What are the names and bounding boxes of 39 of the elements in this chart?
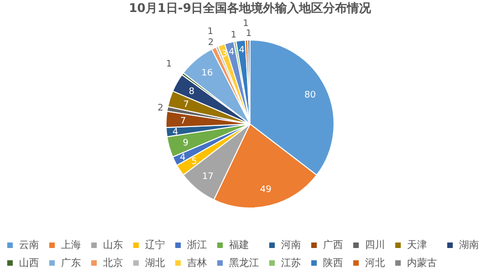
legend-label: 广东 [61, 257, 81, 269]
legend-label: 陕西 [323, 257, 343, 269]
data-label: 5 [191, 156, 197, 167]
data-label: 1 [230, 30, 237, 40]
legend-label: 湖南 [459, 239, 479, 252]
legend-label: 上海 [61, 239, 81, 252]
data-label: 4 [228, 47, 235, 58]
legend-label: 湖北 [145, 257, 165, 269]
legend-label: 浙江 [187, 239, 207, 252]
data-label: 9 [182, 138, 189, 148]
data-label: 1 [246, 29, 252, 40]
legend-label: 广西 [323, 239, 343, 252]
legend-label: 吉林 [187, 257, 207, 269]
data-label: 2 [208, 38, 214, 48]
legend-label: 江苏 [281, 257, 301, 269]
data-label: 1 [166, 60, 172, 70]
data-label: 3 [222, 49, 228, 60]
legend-label: 河北 [365, 257, 385, 269]
data-label: 1 [208, 27, 214, 38]
legend-label: 山东 [103, 239, 123, 252]
data-label: 4 [172, 127, 178, 138]
legend-label: 北京 [103, 257, 123, 269]
legend-label: 天津 [407, 239, 427, 252]
legend-label: 辽宁 [145, 239, 165, 252]
data-label: 17 [202, 172, 214, 182]
data-label: 2 [158, 104, 164, 114]
data-label: 4 [238, 45, 245, 56]
data-label: 80 [304, 90, 316, 100]
legend-label: 云南 [19, 239, 39, 252]
data-label: 49 [260, 185, 272, 196]
legend-label: 内蒙古 [407, 257, 437, 269]
legend-label: 山西 [19, 257, 39, 269]
data-label: 1 [242, 19, 249, 30]
chart-title: 10月1日-9日全国各地境外输入地区分布情况 [128, 1, 372, 16]
legend-label: 黑龙江 [229, 257, 259, 269]
legend-label: 四川 [365, 239, 385, 252]
legend-label: 福建 [229, 239, 249, 252]
legend-label: 河南 [281, 239, 301, 252]
data-label: 4 [180, 153, 186, 164]
